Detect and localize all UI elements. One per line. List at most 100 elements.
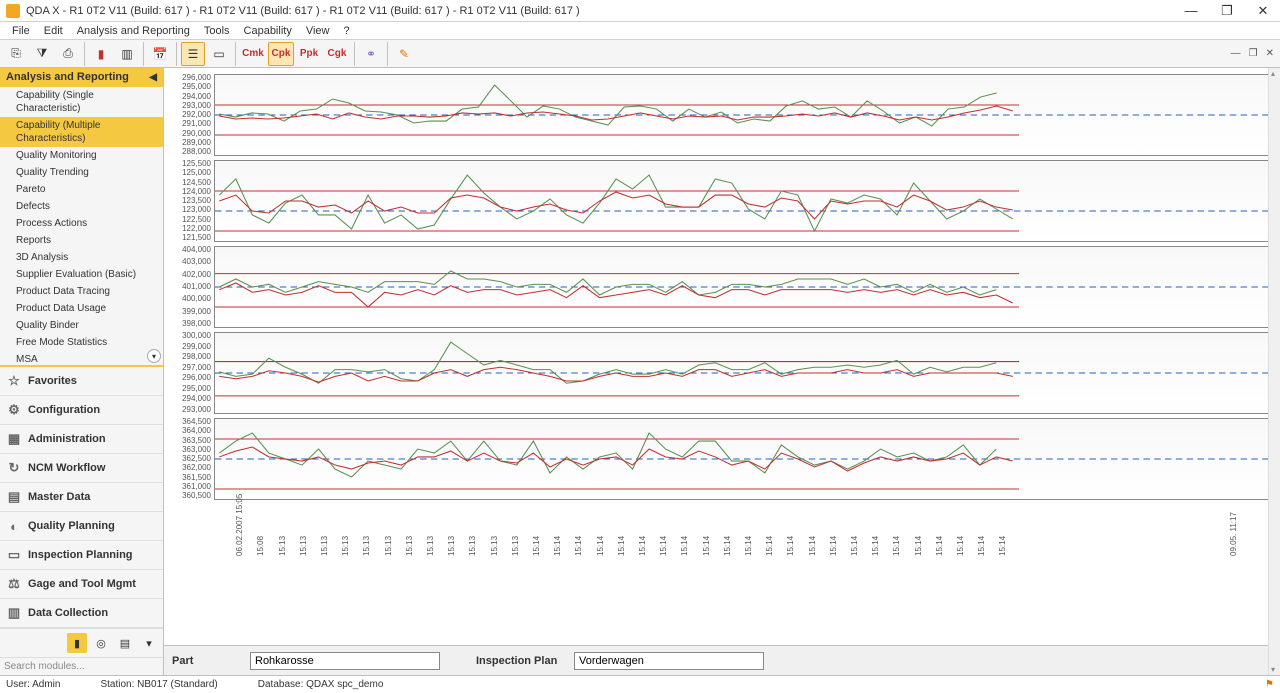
close-button[interactable]: ✕ bbox=[1252, 3, 1274, 19]
nav-ncm-workflow[interactable]: ↻NCM Workflow bbox=[0, 454, 163, 483]
favorites-icon: ☆ bbox=[6, 373, 22, 389]
x-tick-label: 15:14 bbox=[596, 536, 605, 556]
nav-favorites[interactable]: ☆Favorites bbox=[0, 367, 163, 396]
edit-button[interactable]: ✎ bbox=[392, 42, 416, 66]
nav-gage-and-tool-mgmt[interactable]: ⚖Gage and Tool Mgmt bbox=[0, 570, 163, 599]
toolbar-cgk-button[interactable]: Cgk bbox=[324, 42, 350, 66]
menu-tools[interactable]: Tools bbox=[198, 25, 236, 37]
layout-rows-button[interactable]: ☰ bbox=[181, 42, 205, 66]
chart-row-2: 404,000403,000402,000401,000400,000399,0… bbox=[170, 244, 1274, 330]
x-tick-label: 15:13 bbox=[320, 536, 329, 556]
filter-button[interactable]: ⧩ bbox=[30, 42, 54, 66]
nav-inspection-planning[interactable]: ▭Inspection Planning bbox=[0, 541, 163, 570]
x-tick-label: 09.05. 11:17 bbox=[1229, 512, 1238, 556]
separator bbox=[354, 42, 355, 66]
search-modules-input[interactable]: Search modules... bbox=[0, 657, 163, 675]
tree-item-free-mode-statistics[interactable]: Free Mode Statistics bbox=[0, 334, 163, 351]
nav-administration[interactable]: ▦Administration bbox=[0, 425, 163, 454]
chart-area: 296,000295,000294,000293,000292,000291,0… bbox=[164, 68, 1280, 675]
tree-item-3d-analysis[interactable]: 3D Analysis bbox=[0, 249, 163, 266]
chart-3[interactable] bbox=[214, 332, 1274, 414]
nav-view-more-icon[interactable]: ▾ bbox=[139, 633, 159, 653]
x-tick-label: 15:14 bbox=[744, 536, 753, 556]
x-tick-label: 15:14 bbox=[935, 536, 944, 556]
x-tick-label: 15:14 bbox=[532, 536, 541, 556]
nav-master-data[interactable]: ▤Master Data bbox=[0, 483, 163, 512]
x-tick-label: 15:14 bbox=[574, 536, 583, 556]
tree-item-quality-binder[interactable]: Quality Binder bbox=[0, 317, 163, 334]
toolbar-cpk-button[interactable]: Cpk bbox=[268, 42, 294, 66]
x-tick-label: 15:13 bbox=[278, 536, 287, 556]
tree-item-msa[interactable]: MSA bbox=[0, 351, 163, 365]
tree-item-quality-monitoring[interactable]: Quality Monitoring bbox=[0, 147, 163, 164]
nav-quality-planning[interactable]: ◐Quality Planning bbox=[0, 512, 163, 541]
separator bbox=[387, 42, 388, 66]
maximize-button[interactable]: ❐ bbox=[1216, 3, 1238, 19]
nav-view-target-icon[interactable]: ◎ bbox=[91, 633, 111, 653]
menu-view[interactable]: View bbox=[300, 25, 336, 37]
link-button[interactable]: ⚭ bbox=[359, 42, 383, 66]
chart-0[interactable] bbox=[214, 74, 1274, 156]
collapse-panel-button[interactable]: ◀ bbox=[149, 72, 157, 83]
new-button[interactable]: ⎘ bbox=[4, 42, 28, 66]
chart-mode-1[interactable]: ▮ bbox=[89, 42, 113, 66]
nav-lower: ☆Favorites⚙Configuration▦Administration↻… bbox=[0, 365, 163, 628]
print-button[interactable]: ⎙ bbox=[56, 42, 80, 66]
menu-file[interactable]: File bbox=[6, 25, 36, 37]
nav-view-doc-icon[interactable]: ▤ bbox=[115, 633, 135, 653]
toolbar-ppk-button[interactable]: Ppk bbox=[296, 42, 322, 66]
x-tick-label: 15:14 bbox=[680, 536, 689, 556]
menu-analysisandreporting[interactable]: Analysis and Reporting bbox=[71, 25, 196, 37]
nav-view-chart-icon[interactable]: ▮ bbox=[67, 633, 87, 653]
tree-scroll-down[interactable]: ▾ bbox=[147, 349, 161, 363]
y-axis-labels: 300,000299,000298,000297,000296,000295,0… bbox=[170, 330, 214, 416]
tree-item-product-data-usage[interactable]: Product Data Usage bbox=[0, 300, 163, 317]
part-input[interactable] bbox=[250, 652, 440, 670]
x-tick-label: 15:14 bbox=[871, 536, 880, 556]
x-tick-label: 15:13 bbox=[405, 536, 414, 556]
menu-edit[interactable]: Edit bbox=[38, 25, 69, 37]
nav-data-collection[interactable]: ▥Data Collection bbox=[0, 599, 163, 628]
nav-label: Administration bbox=[28, 433, 106, 445]
x-tick-label: 15:14 bbox=[998, 536, 1007, 556]
menu-capability[interactable]: Capability bbox=[238, 25, 298, 37]
data-collection-icon: ▥ bbox=[6, 605, 22, 621]
separator bbox=[235, 42, 236, 66]
tree-item-reports[interactable]: Reports bbox=[0, 232, 163, 249]
ncm-workflow-icon: ↻ bbox=[6, 460, 22, 476]
inspection-plan-input[interactable] bbox=[574, 652, 764, 670]
tree-item-capability--multiple-characteristics-[interactable]: Capability (Multiple Characteristics) bbox=[0, 117, 163, 147]
chart-2[interactable] bbox=[214, 246, 1274, 328]
chart-mode-2[interactable]: ▥ bbox=[115, 42, 139, 66]
x-tick-label: 15:14 bbox=[786, 536, 795, 556]
tree-item-capability--single-characteristic-[interactable]: Capability (Single Characteristic) bbox=[0, 87, 163, 117]
menu-[interactable]: ? bbox=[337, 25, 355, 37]
tree-item-defects[interactable]: Defects bbox=[0, 198, 163, 215]
chart-1[interactable] bbox=[214, 160, 1274, 242]
x-tick-label: 15:08 bbox=[256, 536, 265, 556]
quality-planning-icon: ◐ bbox=[6, 518, 22, 534]
tree-item-quality-trending[interactable]: Quality Trending bbox=[0, 164, 163, 181]
status-flag-icon[interactable]: ⚑ bbox=[1265, 679, 1274, 690]
nav-configuration[interactable]: ⚙Configuration bbox=[0, 396, 163, 425]
chart-scrollbar[interactable] bbox=[1268, 68, 1280, 675]
x-tick-label: 15:14 bbox=[723, 536, 732, 556]
x-tick-label: 15:14 bbox=[892, 536, 901, 556]
tree-item-product-data-tracing[interactable]: Product Data Tracing bbox=[0, 283, 163, 300]
toolbar-cmk-button[interactable]: Cmk bbox=[240, 42, 266, 66]
mdi-minimize[interactable]: — bbox=[1229, 48, 1243, 59]
x-tick-label: 15:14 bbox=[808, 536, 817, 556]
mdi-restore[interactable]: ❐ bbox=[1247, 48, 1260, 59]
calendar-button[interactable]: 📅 bbox=[148, 42, 172, 66]
menubar: FileEditAnalysis and ReportingToolsCapab… bbox=[0, 22, 1280, 40]
mdi-close[interactable]: ✕ bbox=[1264, 48, 1276, 59]
configuration-icon: ⚙ bbox=[6, 402, 22, 418]
chart-4[interactable] bbox=[214, 418, 1274, 500]
tree-item-process-actions[interactable]: Process Actions bbox=[0, 215, 163, 232]
x-tick-label: 15:14 bbox=[553, 536, 562, 556]
layout-single-button[interactable]: ▭ bbox=[207, 42, 231, 66]
minimize-button[interactable]: — bbox=[1180, 3, 1202, 19]
tree-item-pareto[interactable]: Pareto bbox=[0, 181, 163, 198]
tree-item-supplier-evaluation--basic-[interactable]: Supplier Evaluation (Basic) bbox=[0, 266, 163, 283]
separator bbox=[176, 42, 177, 66]
